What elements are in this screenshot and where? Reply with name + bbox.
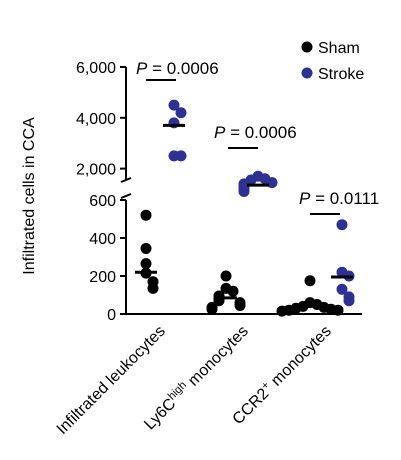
p-value-annotations: P = 0.0006 P = 0.0006 P = 0.0111 [136,59,379,215]
p-value-label: P = 0.0111 [299,189,379,208]
axis-break-mark [120,193,132,199]
y-tick-label: 200 [89,269,116,286]
data-point-stroke [175,150,187,162]
legend-marker-sham [301,41,313,53]
data-point-sham [140,209,152,221]
data-point-stroke [175,107,187,119]
data-point-sham [332,304,344,316]
y-tick-label: 4,000 [76,111,116,128]
data-point-stroke [266,177,278,189]
data-point-sham [276,305,288,317]
p-value-label: P = 0.0006 [214,123,297,142]
y-tick-label: 400 [89,231,116,248]
legend-label-sham: Sham [318,40,360,57]
y-axis: 0 200 400 600 2,000 4,000 6,000 [76,60,362,324]
data-point-stroke [336,219,348,231]
data-point-stroke [168,99,180,111]
data-point-sham [140,258,152,270]
axis-break-mark [120,177,132,183]
y-axis-label: Infiltrated cells in CCA [21,117,38,275]
p-value-label: P = 0.0006 [136,59,219,78]
y-tick-label: 6,000 [76,60,116,77]
data-point-stroke [336,283,348,295]
y-tick-label: 0 [107,307,116,324]
legend: Sham Stroke [301,40,364,83]
y-tick-label: 600 [89,193,116,210]
data-point-sham [147,282,159,294]
data-point-sham [220,270,232,282]
data-point-sham [304,275,316,287]
legend-marker-stroke [301,67,313,79]
data-point-sham [227,285,239,297]
data-point-stroke [343,295,355,307]
data-point-sham [234,299,246,311]
y-tick-label: 2,000 [76,162,116,179]
data-point-sham [206,303,218,315]
mean-bars [135,123,353,306]
data-point-stroke [238,185,250,197]
legend-label-stroke: Stroke [318,66,364,83]
data-point-sham [140,242,152,254]
